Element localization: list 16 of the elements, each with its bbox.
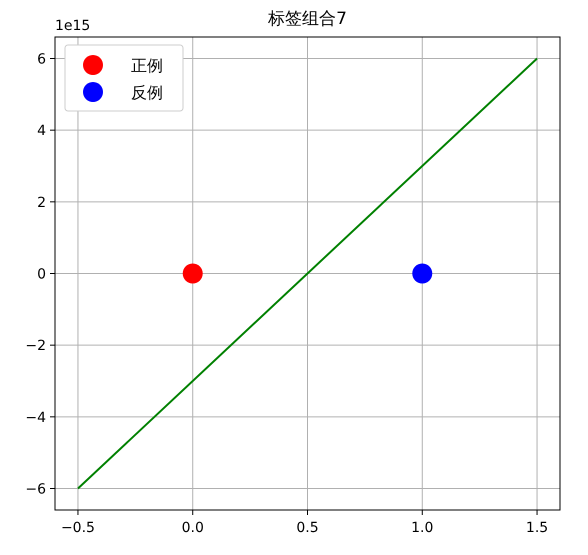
y-tick-label: 2 bbox=[37, 194, 46, 211]
y-tick-label: −2 bbox=[25, 338, 46, 354]
x-tick-label: −0.5 bbox=[60, 520, 95, 536]
y-tick-label: 6 bbox=[37, 52, 46, 68]
x-tick-label: 0.5 bbox=[296, 520, 319, 536]
chart-title: 标签组合7 bbox=[267, 9, 347, 29]
legend-label: 正例 bbox=[131, 56, 163, 75]
y-tick-label: −4 bbox=[25, 410, 46, 426]
y-tick-label: −6 bbox=[25, 482, 46, 498]
x-tick-label: 1.0 bbox=[411, 520, 434, 536]
y-tick-label: 0 bbox=[37, 266, 46, 282]
x-tick-label: 1.5 bbox=[526, 520, 548, 536]
y-tick-label: 4 bbox=[37, 123, 46, 140]
text: 1e15 bbox=[55, 18, 90, 34]
x-tick-label: 0.0 bbox=[182, 520, 204, 536]
legend-label: 反例 bbox=[131, 83, 163, 102]
